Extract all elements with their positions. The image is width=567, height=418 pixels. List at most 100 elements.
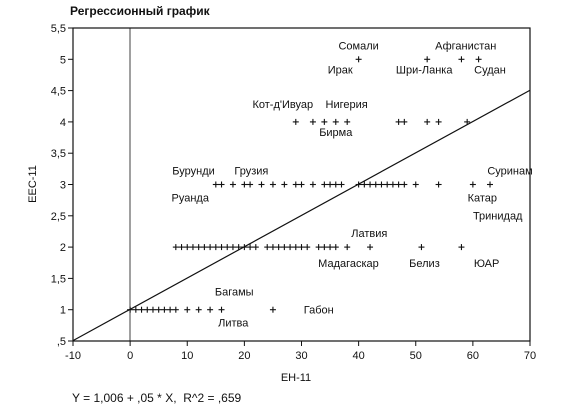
data-point [281, 244, 288, 251]
country-label: Багамы [215, 287, 254, 299]
country-label: Грузия [234, 166, 268, 178]
data-point [367, 244, 374, 251]
data-point [155, 306, 162, 313]
country-label: Кот-д'Ивуар [252, 99, 313, 111]
data-point [172, 306, 179, 313]
data-point [178, 244, 185, 251]
data-point [475, 56, 482, 63]
data-point [252, 244, 259, 251]
country-label: Габон [304, 305, 334, 317]
country-label: Бирма [319, 127, 353, 139]
country-label: ЮАР [474, 258, 499, 270]
data-point [218, 244, 225, 251]
data-point [321, 181, 328, 188]
chart-title: Регрессионный график [70, 4, 211, 18]
data-point [355, 181, 362, 188]
data-point [287, 244, 294, 251]
data-point [424, 118, 431, 125]
data-point [458, 244, 465, 251]
data-point [247, 244, 254, 251]
data-point [309, 181, 316, 188]
data-point [321, 118, 328, 125]
country-label: Суринам [487, 166, 532, 178]
data-point [201, 244, 208, 251]
data-point [378, 181, 385, 188]
country-label: Руанда [172, 193, 210, 205]
data-point [292, 244, 299, 251]
y-tick-label: 4,5 [51, 86, 66, 98]
data-point [184, 306, 191, 313]
data-point [167, 306, 174, 313]
data-point [361, 181, 368, 188]
data-point [229, 181, 236, 188]
x-tick-label: 60 [467, 350, 479, 362]
data-point [298, 181, 305, 188]
data-point [487, 181, 494, 188]
data-point [161, 306, 168, 313]
data-point [327, 181, 334, 188]
data-point [138, 306, 145, 313]
data-point [332, 181, 339, 188]
data-point [401, 118, 408, 125]
data-point [207, 306, 214, 313]
data-point [344, 118, 351, 125]
country-label: Катар [468, 193, 497, 205]
data-point [367, 181, 374, 188]
data-point [269, 306, 276, 313]
data-point [212, 181, 219, 188]
country-label: Нигерия [326, 99, 368, 111]
y-tick-label: 3 [60, 180, 66, 192]
x-tick-label: 30 [295, 350, 307, 362]
data-point [338, 181, 345, 188]
country-label: Судан [474, 64, 506, 76]
data-point [435, 118, 442, 125]
data-point [172, 244, 179, 251]
data-point [247, 181, 254, 188]
data-point [264, 244, 271, 251]
data-point [275, 244, 282, 251]
y-tick-label: 5 [60, 54, 66, 66]
country-label: Тринидад [473, 211, 523, 223]
x-tick-label: 0 [127, 350, 133, 362]
country-labels: Сомали Афганистан Ирак Шри-Ланка Судан Кот-д'… [172, 40, 533, 329]
data-point [149, 306, 156, 313]
country-label: Бурунди [172, 166, 215, 178]
data-point [344, 244, 351, 251]
data-point [235, 244, 242, 251]
x-tick-label: 40 [353, 350, 365, 362]
y-axis-ticks: 5,554,543,532,521,51,5 [51, 23, 73, 348]
data-point [224, 244, 231, 251]
regression-line [72, 89, 531, 342]
y-tick-label: 5,5 [51, 23, 66, 35]
country-label: Литва [218, 318, 249, 330]
country-label: Афганистан [435, 40, 496, 52]
x-tick-label: 70 [524, 350, 536, 362]
data-point [292, 118, 299, 125]
data-point [281, 181, 288, 188]
data-point [218, 181, 225, 188]
data-point [332, 118, 339, 125]
data-point [229, 244, 236, 251]
data-point [418, 244, 425, 251]
data-point [401, 181, 408, 188]
data-point [309, 118, 316, 125]
x-axis-title: EH-11 [281, 372, 311, 384]
data-point [304, 244, 311, 251]
data-point [195, 244, 202, 251]
country-label: Шри-Ланка [396, 64, 453, 76]
data-point [132, 306, 139, 313]
data-point [189, 244, 196, 251]
data-point [298, 244, 305, 251]
data-point [127, 306, 134, 313]
data-point [321, 244, 328, 251]
country-label: Латвия [351, 228, 387, 240]
data-point [144, 306, 151, 313]
y-tick-label: 1 [60, 305, 66, 317]
data-points [127, 56, 494, 313]
x-tick-label: 20 [238, 350, 250, 362]
data-point [395, 181, 402, 188]
data-point [269, 181, 276, 188]
country-label: Белиз [409, 258, 440, 270]
data-point [464, 118, 471, 125]
